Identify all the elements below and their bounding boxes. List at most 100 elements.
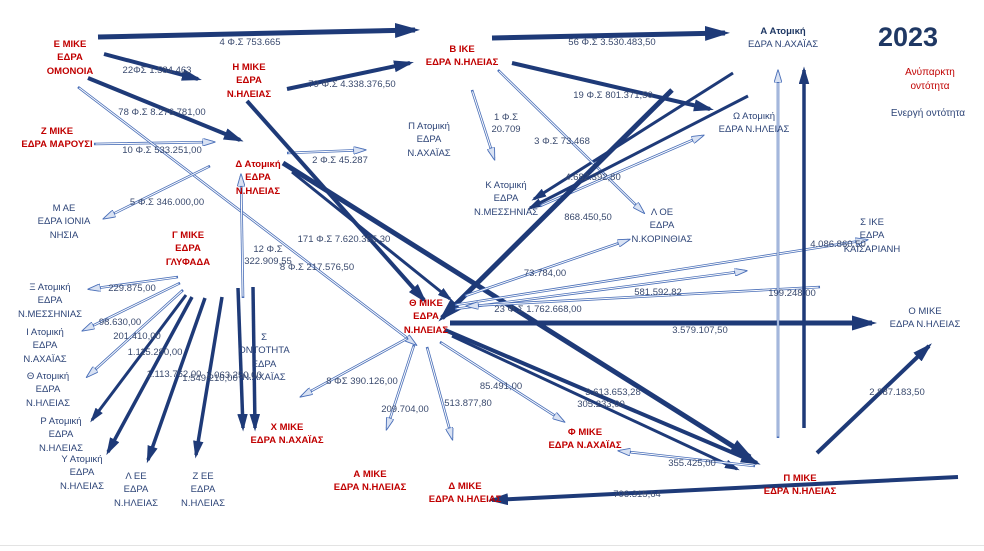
- connection-arrow: [815, 343, 932, 455]
- edge-value-label: 3.579.107,50: [672, 325, 728, 336]
- edge-value-label: 1.115.280,00: [127, 347, 183, 358]
- edge-value-label: 8 Φ.Σ 217.576,50: [279, 262, 355, 273]
- connection-arrow: [288, 149, 354, 154]
- entity-node: Ξ Ατομική ΕΔΡΑ Ν.ΜΕΣΣΗΝΙΑΣ: [17, 282, 83, 320]
- entity-node: Η ΜΙΚΕ ΕΔΡΑ Ν.ΗΛΕΙΑΣ: [226, 62, 272, 100]
- year-label: 2023: [877, 22, 939, 52]
- edge-value-label: 4.682.392,80: [565, 172, 621, 183]
- edge-value-label: 4 Φ.Σ 753.665: [219, 37, 281, 48]
- entity-node: Ρ Ατομική ΕΔΡΑ Ν.ΗΛΕΙΑΣ: [39, 416, 83, 454]
- edge-value-label: 355.425,00: [668, 458, 716, 469]
- entity-node: Θ Ατομική ΕΔΡΑ Ν.ΗΛΕΙΑΣ: [26, 371, 70, 409]
- edge-value-label: 5 Φ.Σ 346.000,00: [129, 197, 205, 208]
- connection-arrow: [438, 88, 674, 322]
- connection-arrow: [87, 76, 244, 142]
- connection-arrow: [466, 243, 618, 296]
- connection-arrow: [630, 451, 754, 467]
- connection-arrow: [440, 342, 555, 416]
- entity-node: Υ Ατομική ΕΔΡΑ Ν.ΗΛΕΙΑΣ: [60, 454, 104, 492]
- connection-arrow: [146, 297, 207, 464]
- connection-arrow: [511, 61, 714, 112]
- edge-value-label: 3 Φ.Σ 73.468: [534, 136, 590, 147]
- connection-arrow: [478, 286, 819, 306]
- edge-value-label: 3.613.653,28: [585, 387, 641, 398]
- edge-value-label: 19 Φ.Σ 801.371,50: [573, 90, 653, 101]
- edge-value-label: 581.592,82: [634, 287, 682, 298]
- entity-node: Λ ΕΕ ΕΔΡΑ Ν.ΗΛΕΙΑΣ: [114, 471, 158, 509]
- connection-arrow: [193, 296, 224, 459]
- connection-arrow: [456, 271, 735, 310]
- connection-arrow: [426, 348, 450, 428]
- connection-arrow: [249, 286, 261, 432]
- entity-node: Α ΜΙΚΕ ΕΔΡΑ Ν.ΗΛΕΙΑΣ: [333, 469, 407, 494]
- connection-arrow: [95, 290, 183, 369]
- entity-node: Δ ΜΙΚΕ ΕΔΡΑ Ν.ΗΛΕΙΑΣ: [428, 481, 502, 506]
- entity-node: Β ΙΚΕ ΕΔΡΑ Ν.ΗΛΕΙΑΣ: [425, 44, 499, 69]
- connection-arrow: [100, 276, 177, 289]
- connection-arrow: [93, 283, 179, 326]
- edge-value-label: 2 Φ.Σ 45.287: [312, 155, 368, 166]
- edge-value-label: 78 Φ.Σ 8.276.781,00: [118, 107, 206, 118]
- edge-value-label: 85.491,00: [479, 381, 523, 392]
- connection-arrow: [286, 60, 414, 91]
- edge-value-label: 513.877,80: [444, 398, 492, 409]
- edge-value-label: 229.875,00: [108, 283, 156, 294]
- connection-arrow: [97, 22, 420, 40]
- entity-node: Γ ΜΙΚΕ ΕΔΡΑ ΓΛΥΦΑΔΑ: [165, 230, 211, 268]
- entity-node: Σ ΙΚΕ ΕΔΡΑ ΚΑΙΣΑΡΙΑΝΗ: [843, 217, 901, 255]
- edge-value-label: 73.784,00: [523, 268, 567, 279]
- connection-arrow: [444, 328, 761, 465]
- entity-node: Κ Ατομική ΕΔΡΑ Ν.ΜΕΣΣΗΝΙΑΣ: [473, 180, 539, 218]
- edge-value-label: 2.063.250,00: [206, 370, 262, 381]
- entity-node: Π ΜΙΚΕ ΕΔΡΑ Ν.ΗΛΕΙΑΣ: [763, 473, 837, 498]
- connection-arrow: [90, 294, 188, 423]
- entity-node: Α Ατομική ΕΔΡΑ Ν.ΑΧΑΪΑΣ: [747, 26, 819, 51]
- edge-value-label: 2.887.183,50: [869, 387, 925, 398]
- edge-value-label: 79 Φ.Σ 4.338.376,50: [308, 79, 396, 90]
- entity-node: Ι Ατομική ΕΔΡΑ Ν.ΑΧΑΪΑΣ: [23, 327, 67, 365]
- entity-node: Μ ΑΕ ΕΔΡΑ ΙΟΝΙΑ ΝΗΣΙΑ: [37, 203, 91, 241]
- connection-arrow: [527, 94, 749, 210]
- edge-value-label: 305.233,00: [577, 399, 625, 410]
- entity-node: Ο ΜΙΚΕ ΕΔΡΑ Ν.ΗΛΕΙΑΣ: [889, 306, 961, 331]
- edge-value-label: 1.549.210,00: [182, 373, 238, 384]
- edge-value-label: 12 Φ.Σ 322.909,55: [244, 244, 292, 267]
- connection-arrow: [311, 338, 407, 392]
- edge-value-label: 8 ΦΣ 390.126,00: [326, 376, 398, 387]
- edge-value-label: 4.086.860,50: [810, 239, 866, 250]
- entity-node: Ζ ΜΙΚΕ ΕΔΡΑ ΜΑΡΟΥΣΙ: [21, 126, 93, 151]
- edge-value-label: 201.410,00: [113, 331, 161, 342]
- legend-inactive-entity: Ανύπαρκτη οντότητα: [905, 67, 955, 92]
- connection-arrow: [95, 141, 203, 145]
- connection-arrow: [451, 334, 740, 471]
- edge-value-label: 171 Φ.Σ 7.620.355,30: [297, 234, 391, 245]
- edge-value-label: 1.113.762,00: [146, 369, 202, 380]
- edge-value-label: 10 Φ.Σ 533.251,00: [122, 145, 202, 156]
- connection-arrow: [491, 25, 730, 41]
- entity-node: Θ ΜΙΚΕ ΕΔΡΑ Ν.ΗΛΕΙΑΣ: [403, 298, 449, 336]
- edge-value-label: 868.450,50: [564, 212, 612, 223]
- entity-node: Π Ατομική ΕΔΡΑ Ν.ΑΧΑΪΑΣ: [407, 121, 451, 159]
- edge-value-label: 98.630,00: [98, 317, 142, 328]
- legend-active-entity: Ενεργή οντότητα: [890, 108, 966, 119]
- entity-node: Φ ΜΙΚΕ ΕΔΡΑ Ν.ΑΧΑΪΑΣ: [548, 427, 622, 452]
- connection-arrow: [103, 52, 202, 81]
- connection-arrow: [456, 241, 856, 306]
- entity-node: Λ ΟΕ ΕΔΡΑ Ν.ΚΟΡΙΝΘΙΑΣ: [631, 207, 693, 245]
- connection-arrow: [240, 186, 244, 297]
- connection-arrow: [488, 475, 959, 506]
- edge-value-label: 1 Φ.Σ 20.709: [491, 112, 521, 135]
- edge-value-label: 209.704,00: [381, 404, 429, 415]
- entity-node: Δ Ατομική ΕΔΡΑ Ν.ΗΛΕΙΑΣ: [235, 159, 281, 197]
- connection-arrow: [245, 99, 427, 303]
- connection-arrow: [471, 91, 492, 148]
- edge-value-label: 706.315,64: [613, 489, 661, 500]
- entity-node: Σ ΟΝΤΟΤΗΤΑ ΕΔΡΑ Ν.ΑΧΑΪΑΣ: [238, 332, 290, 384]
- entity-node: Ε ΜΙΚΕ ΕΔΡΑ ΟΜΟΝΟΙΑ: [46, 39, 94, 77]
- edge-value-label: 23 Φ.Σ 1.762.668,00: [494, 304, 582, 315]
- connection-arrow: [236, 287, 248, 432]
- connection-arrow: [531, 71, 734, 201]
- entity-node: Χ ΜΙΚΕ ΕΔΡΑ Ν.ΑΧΑΪΑΣ: [250, 422, 324, 447]
